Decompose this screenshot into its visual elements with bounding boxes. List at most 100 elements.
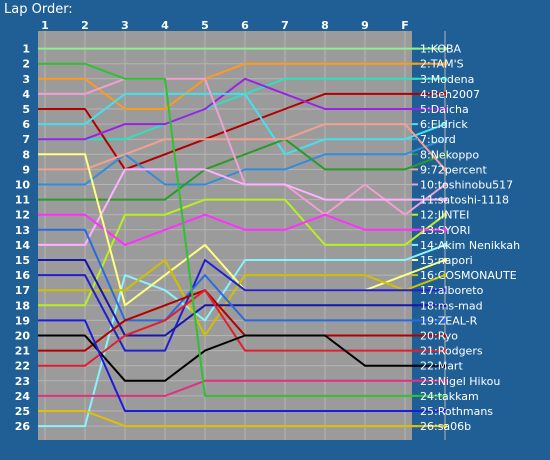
series-line: [38, 153, 446, 307]
legend-entry: 6:Eldrick: [420, 118, 468, 131]
legend-entry: 2:TAM'S: [420, 58, 464, 71]
legend-entry: 24:takkam: [420, 390, 479, 403]
y-tick-label: 10: [15, 179, 31, 192]
series-end-point: [443, 288, 447, 293]
y-tick-label: 22: [15, 360, 30, 373]
series-end-point: [443, 393, 447, 398]
legend: 1:KOBA 2:TAM'S 3:Modena 4:Beh2007 5:Daicha 6:…: [412, 43, 520, 433]
series-line: [38, 410, 445, 428]
y-tick-label: 7: [22, 133, 30, 146]
series-lines: [38, 46, 447, 429]
y-tick-label: 14: [15, 239, 31, 252]
series-end-point: [443, 242, 447, 247]
y-tick-label: 13: [15, 224, 30, 237]
series-line: [38, 62, 445, 110]
legend-entry: 13:SYORI: [420, 224, 470, 237]
legend-entry: 19:ZEAL-R: [420, 314, 478, 327]
series-line: [38, 319, 445, 412]
legend-entry: 4:Beh2007: [420, 88, 480, 101]
y-tick-label: 19: [15, 314, 30, 327]
series-line: [38, 138, 446, 201]
series-end-point: [443, 152, 447, 157]
y-tick-label: 1: [22, 43, 30, 56]
series-end-point: [443, 258, 447, 262]
y-tick-label: 23: [15, 375, 30, 388]
series-line: [38, 259, 445, 352]
series-end-point: [443, 137, 447, 142]
series-line: [38, 77, 446, 216]
legend-entry: 23:Nigel Hikou: [420, 375, 500, 388]
y-tick-label: 6: [22, 118, 30, 131]
x-tick-label: 4: [161, 19, 169, 32]
x-tick-label: 1: [41, 19, 49, 32]
series-line: [38, 123, 446, 171]
y-tick-label: 24: [15, 390, 31, 403]
legend-entry: 10:toshinobu517: [420, 179, 513, 192]
legend-entry: 3:Modena: [420, 73, 474, 86]
x-tick-label: F: [401, 19, 409, 32]
legend-entry: 16:COSMONAUTE: [420, 269, 517, 282]
y-tick-label: 25: [15, 405, 30, 418]
x-tick-label: 3: [121, 19, 129, 32]
series-line: [38, 379, 445, 397]
series-end-point: [443, 212, 447, 217]
series-line: [38, 92, 446, 156]
series-line: [38, 289, 445, 352]
series-end-point: [443, 318, 447, 323]
x-tick-label: 9: [361, 19, 369, 32]
legend-entry: 17:alboreto: [420, 284, 484, 297]
legend-entry: 5:Daicha: [420, 103, 469, 116]
series-line: [38, 228, 445, 322]
y-tick-label: 26: [15, 420, 31, 433]
x-tick-label: 5: [201, 19, 209, 32]
series-end-point: [443, 273, 447, 278]
series-end-point: [443, 197, 447, 202]
chart-title: Lap Order:: [4, 2, 73, 17]
legend-entry: 26:sa06b: [420, 420, 471, 433]
y-tick-label: 21: [15, 345, 30, 358]
y-tick-label: 18: [15, 299, 30, 312]
series-line: [38, 168, 445, 246]
legend-entry: 12:JINTEI: [420, 209, 469, 222]
y-tick-label: 3: [22, 73, 30, 86]
series-end-point: [443, 182, 447, 187]
series-end-point: [443, 61, 447, 66]
series-line: [38, 243, 446, 428]
y-tick-label: 4: [22, 88, 30, 101]
series-end-point: [443, 91, 447, 96]
series-line: [38, 289, 445, 367]
series-end-point: [443, 378, 447, 383]
series-end-point: [443, 363, 447, 368]
series-end-point: [443, 303, 447, 308]
y-tick-label: 11: [15, 194, 30, 207]
y-tick-label: 9: [22, 163, 30, 176]
series-end-point: [443, 107, 447, 111]
axis-ticks: 1 2 3 4 5 6 7 8 9 F123456789101112131415161718192…: [15, 19, 409, 433]
y-tick-label: 16: [15, 269, 31, 282]
legend-entry: 8:Nekoppo: [420, 148, 479, 161]
series-line: [38, 213, 445, 246]
series-line: [38, 198, 446, 307]
legend-entry: 1:KOBA: [420, 43, 462, 56]
series-end-point: [443, 167, 447, 172]
series-end-point: [443, 333, 447, 338]
y-tick-label: 12: [15, 209, 30, 222]
series-line: [38, 259, 445, 337]
legend-entry: 9:72percent: [420, 163, 488, 176]
legend-entry: 25:Rothmans: [420, 405, 493, 418]
series-end-point: [443, 348, 447, 353]
series-line: [38, 334, 445, 382]
legend-entry: 7:bord: [420, 133, 456, 146]
legend-entry: 15:napori: [420, 254, 473, 267]
series-end-point: [443, 409, 447, 413]
legend-entry: 14:Akim Nenikkah: [420, 239, 520, 252]
y-tick-label: 5: [22, 103, 30, 116]
x-tick-label: 7: [281, 19, 289, 32]
legend-entry: 11:satoshi-1118: [420, 194, 509, 207]
y-tick-label: 20: [15, 330, 31, 343]
series-end-point: [443, 122, 447, 127]
x-tick-label: 6: [241, 19, 249, 32]
series-end-point: [443, 227, 447, 232]
series-line: [38, 62, 445, 397]
